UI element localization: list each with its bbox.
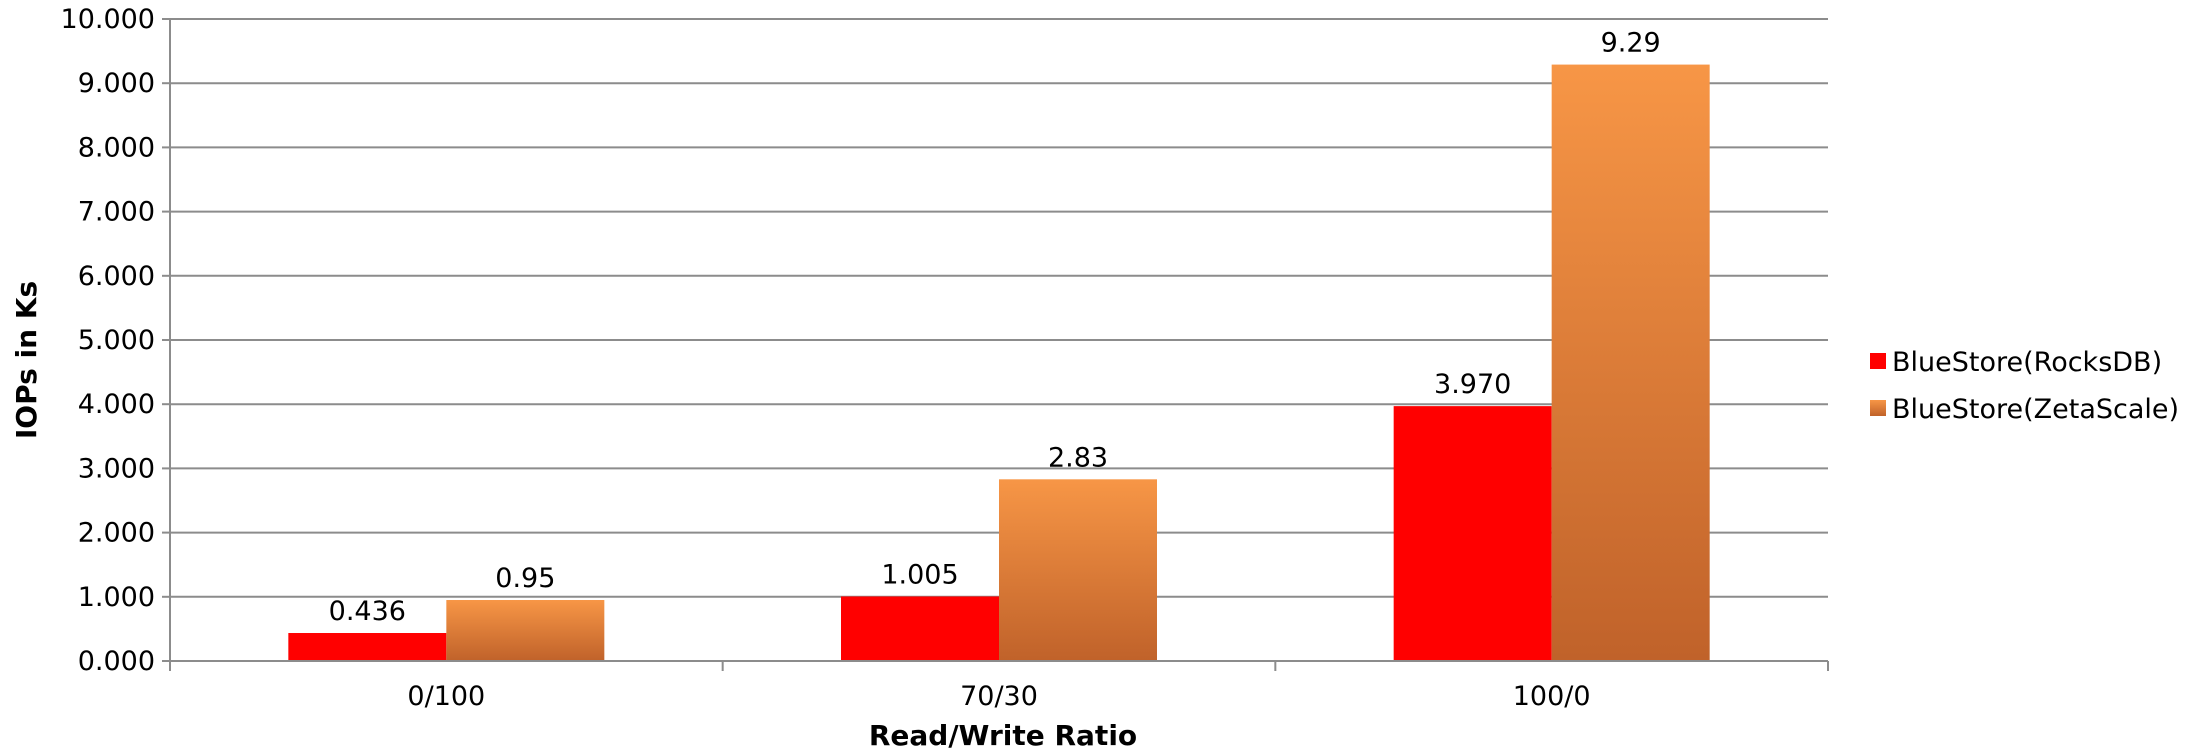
y-tick-label: 3.000 <box>78 453 155 484</box>
y-tick-label: 0.000 <box>78 646 155 677</box>
bar-zetascale <box>1551 64 1710 661</box>
data-label: 0.95 <box>495 563 555 594</box>
data-label: 3.970 <box>1434 369 1511 400</box>
y-tick-label: 9.000 <box>78 68 155 99</box>
y-tick-label: 8.000 <box>78 132 155 163</box>
legend-label: BlueStore(RocksDB) <box>1892 347 2162 378</box>
bar-rocksdb <box>1393 406 1552 661</box>
x-tick-label: 70/30 <box>960 681 1038 712</box>
y-tick-label: 2.000 <box>78 518 155 549</box>
data-label: 1.005 <box>881 559 958 590</box>
x-axis-tick-labels: 0/100 70/30 100/0 <box>407 681 1590 712</box>
bar-rocksdb <box>841 596 999 661</box>
y-tick-label: 7.000 <box>78 197 155 228</box>
bars <box>288 64 1710 661</box>
bar-rocksdb <box>288 633 447 661</box>
y-tick-label: 5.000 <box>78 325 155 356</box>
legend-label: BlueStore(ZetaScale) <box>1892 394 2179 425</box>
data-labels: 0.436 0.95 1.005 2.83 3.970 9.29 <box>329 28 1661 627</box>
bar-zetascale <box>446 600 605 661</box>
y-tick-label: 4.000 <box>78 389 155 420</box>
data-label: 2.83 <box>1048 442 1108 473</box>
x-tick-label: 0/100 <box>407 681 485 712</box>
data-label: 9.29 <box>1601 28 1661 59</box>
axes <box>169 19 1829 671</box>
y-tick-label: 10.000 <box>61 4 155 35</box>
y-axis-title: IOPs in Ks <box>10 281 43 439</box>
y-axis-tick-labels: 0.000 1.000 2.000 3.000 4.000 5.000 6.000 7.000… <box>61 4 155 677</box>
data-label: 0.436 <box>329 596 406 627</box>
bar-zetascale <box>999 479 1157 661</box>
legend-swatch <box>1870 400 1886 416</box>
x-axis-title: Read/Write Ratio <box>869 719 1137 749</box>
y-tick-label: 1.000 <box>78 582 155 613</box>
y-tick-label: 6.000 <box>78 261 155 292</box>
legend-swatch <box>1870 353 1886 369</box>
legend: BlueStore(RocksDB) BlueStore(ZetaScale) <box>1870 347 2179 425</box>
x-tick-label: 100/0 <box>1513 681 1591 712</box>
